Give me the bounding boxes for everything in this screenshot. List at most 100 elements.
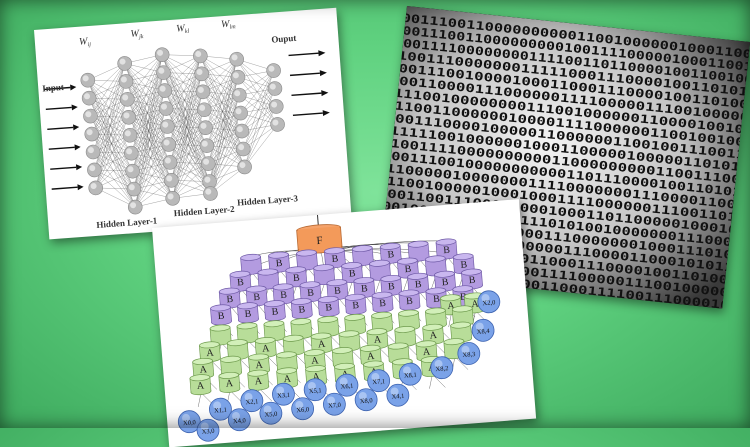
a-node-3-2-label: A [255,360,264,372]
x-input-node-10: X8,4 [471,318,495,342]
nn-neuron-highlight [126,148,133,155]
b-node-3-9-label: B [460,292,468,304]
b-node-0-6 [407,240,430,262]
a-node-2-2-label: A [262,343,271,355]
a-node-1-9 [451,305,474,327]
b-node-2-5-label: B [361,283,369,295]
a-node-2-6: A [366,328,389,350]
x-input-node-7: X8,1 [398,362,422,386]
b-node-3-5-label: B [352,300,360,312]
input-arrow-head [70,84,77,91]
b-node-1-5 [369,259,391,281]
x-input-node-label: X8,2 [435,365,448,373]
input-arrow-0 [44,86,71,91]
b-node-3-6-label: B [379,298,387,310]
x-input-node-9: X8,3 [457,342,481,365]
b-node-1-0-label: B [237,277,245,289]
nn-neuron-highlight [234,90,241,97]
x-input-node-label: X3,0 [201,428,214,436]
x-input-node-0: X0,0 [177,410,201,434]
x-input-node-label: X8,3 [462,351,475,359]
b-node-1-1 [257,268,280,290]
x-input-node-label: X2,0 [482,299,495,307]
input-arrow-4 [50,166,77,170]
nn-neuron-highlight [232,72,239,79]
a-node-1-2 [263,320,286,342]
x-input-node-11: X2,0 [477,290,501,314]
nn-neuron-highlight [160,103,167,110]
a-node-3-0: A [192,357,215,379]
nn-neuron-highlight [120,76,127,83]
x-input-node-label: X5,1 [309,387,322,395]
nn-neuron-highlight [162,121,169,128]
nn-neuron-highlight [89,165,96,172]
hidden-layer-3-label: Hidden Layer-3 [237,193,299,207]
nn-neuron-highlight [235,108,242,115]
weight-label-2: Wjk [130,28,144,41]
b-node-3-2-label: B [271,306,279,318]
nn-neuron-highlight [239,162,246,169]
nn-neuron-highlight [236,126,243,133]
nn-neuron-highlight [159,85,166,92]
b-node-3-1: B [237,302,259,324]
a-node-4-3-label: A [283,374,292,386]
a-node-4-2-label: A [254,376,263,388]
b-node-2-0-label: B [226,294,234,306]
cnn-edge [454,356,469,370]
a-node-4-0-label: A [197,380,206,392]
a-node-4-1: A [218,371,241,393]
b-node-3-8-label: B [433,294,441,306]
x-input-node-label: X6,1 [340,383,353,391]
a-node-4-4-label: A [312,371,321,383]
input-arrow-head [71,104,78,111]
nn-neuron-highlight [166,175,173,182]
nn-neuron-highlight [127,166,134,173]
neural-network-diagram-card: Wij Wjk Wkl Wlm Input Ouput Hidden Layer… [34,7,352,240]
b-node-3-7: B [398,289,421,311]
b-node-1-2-label: B [293,273,301,285]
b-node-0-7-label: B [443,245,451,257]
a-node-4-2: A [247,369,270,391]
x-input-node-label: X4,1 [391,393,404,401]
x-input-node-2: X2,1 [240,389,264,413]
input-arrow-head [74,144,81,151]
nn-neuron-highlight [119,58,126,65]
output-arrow-0 [288,52,319,57]
nn-neuron-highlight [85,111,92,118]
x-input-node-17: X8,0 [354,388,378,412]
x-input-node-label: X8,0 [360,397,373,405]
input-label: Input [42,82,64,94]
b-node-2-7-label: B [415,279,423,291]
b-node-2-9-label: B [468,275,476,287]
output-arrow-2 [291,92,322,97]
b-node-3-0: B [210,304,232,326]
b-node-1-8-label: B [460,259,468,271]
nn-neuron-highlight [271,101,278,108]
b-node-3-1-label: B [244,308,252,320]
b-node-1-4-label: B [348,268,356,280]
x-input-node-13: X4,0 [227,408,251,432]
b-node-0-7: B [435,238,458,260]
nn-neuron-highlight [87,147,94,154]
b-node-0-3-label: B [331,253,339,265]
b-node-1-3 [313,264,336,286]
nn-neuron-highlight [196,68,203,75]
b-node-1-8: B [452,253,475,275]
nn-neuron-highlight [205,188,212,195]
b-node-2-5: B [353,277,376,298]
x-input-node-label: X7,1 [372,378,385,386]
output-arrow-3 [292,112,323,116]
a-node-2-4-label: A [318,339,327,351]
b-node-3-3: B [290,298,313,319]
nn-neuron-highlight [167,193,174,200]
x-input-node-label: X3,1 [277,392,290,400]
b-node-2-2-label: B [280,290,288,302]
x-input-node-label: X6,0 [296,406,309,414]
b-node-3-7-label: B [406,296,414,308]
a-node-2-2: A [254,337,277,358]
input-arrow-1 [45,106,72,111]
b-node-0-5: B [379,242,402,264]
b-node-2-8: B [434,270,456,292]
cnn-edge [258,387,273,402]
output-arrow-head [318,50,326,57]
